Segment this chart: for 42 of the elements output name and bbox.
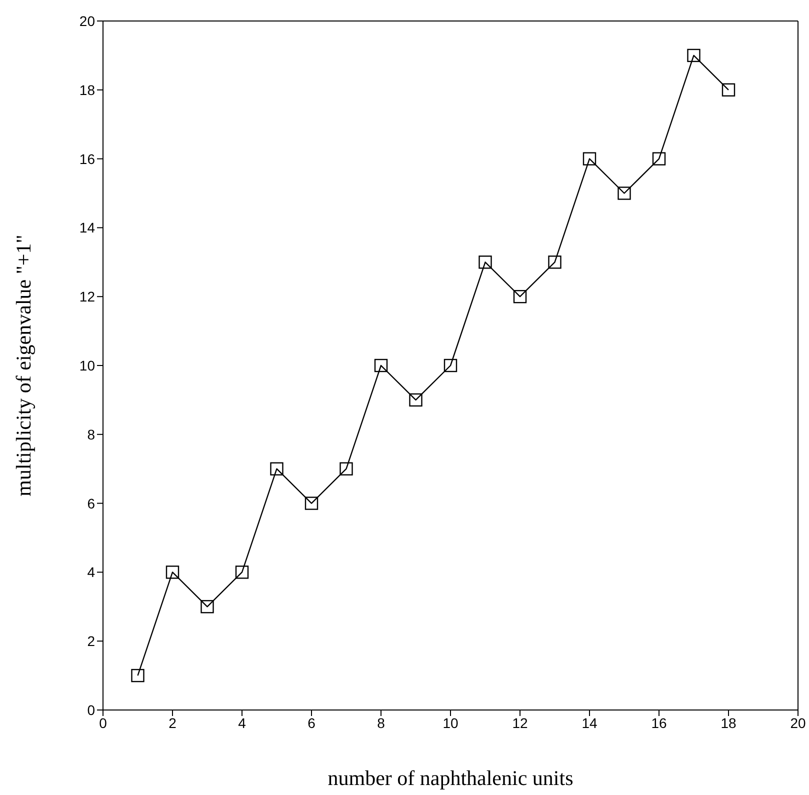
point <box>652 152 666 166</box>
y-tick-label: 4 <box>87 564 96 580</box>
y-tick-label: 2 <box>87 633 96 650</box>
point <box>618 186 631 200</box>
point <box>340 462 353 476</box>
point <box>722 83 736 96</box>
y-tick-label: 18 <box>79 82 96 98</box>
point <box>409 393 422 407</box>
point <box>200 600 214 614</box>
x-tick-label: 2 <box>168 714 177 731</box>
point <box>582 152 596 166</box>
x-tick-label: 18 <box>720 714 736 731</box>
x-tick-label: 20 <box>790 714 806 731</box>
point <box>444 358 458 372</box>
y-tick-label: 0 <box>87 702 96 718</box>
x-tick-label: 14 <box>582 714 598 731</box>
x-tick-label: 8 <box>377 714 386 731</box>
point <box>687 48 700 62</box>
point <box>304 496 318 510</box>
y-tick-label: 20 <box>79 12 96 29</box>
x-tick-label: 0 <box>99 714 108 731</box>
point <box>166 566 180 579</box>
point <box>513 290 527 304</box>
x-tick-label: 12 <box>512 714 528 731</box>
y-tick-label: 16 <box>79 150 96 167</box>
x-tick-label: 6 <box>308 714 316 731</box>
y-axis-title: multiplicity of eigenvalue "+1" <box>11 234 36 496</box>
x-tick-label: 10 <box>442 714 458 731</box>
point <box>131 668 144 682</box>
point <box>374 358 388 372</box>
y-tick-label: 12 <box>79 288 96 305</box>
x-tick-label: 4 <box>238 714 246 731</box>
point <box>548 256 562 269</box>
point <box>235 566 249 579</box>
point <box>478 256 492 269</box>
x-tick-label: 16 <box>651 714 667 731</box>
point <box>270 462 284 476</box>
y-tick-label: 8 <box>87 426 96 442</box>
y-tick-label: 14 <box>79 220 96 236</box>
y-tick-label: 6 <box>87 495 96 512</box>
x-axis-title: number of naphthalenic units <box>328 766 574 790</box>
y-tick-label: 10 <box>79 357 96 374</box>
